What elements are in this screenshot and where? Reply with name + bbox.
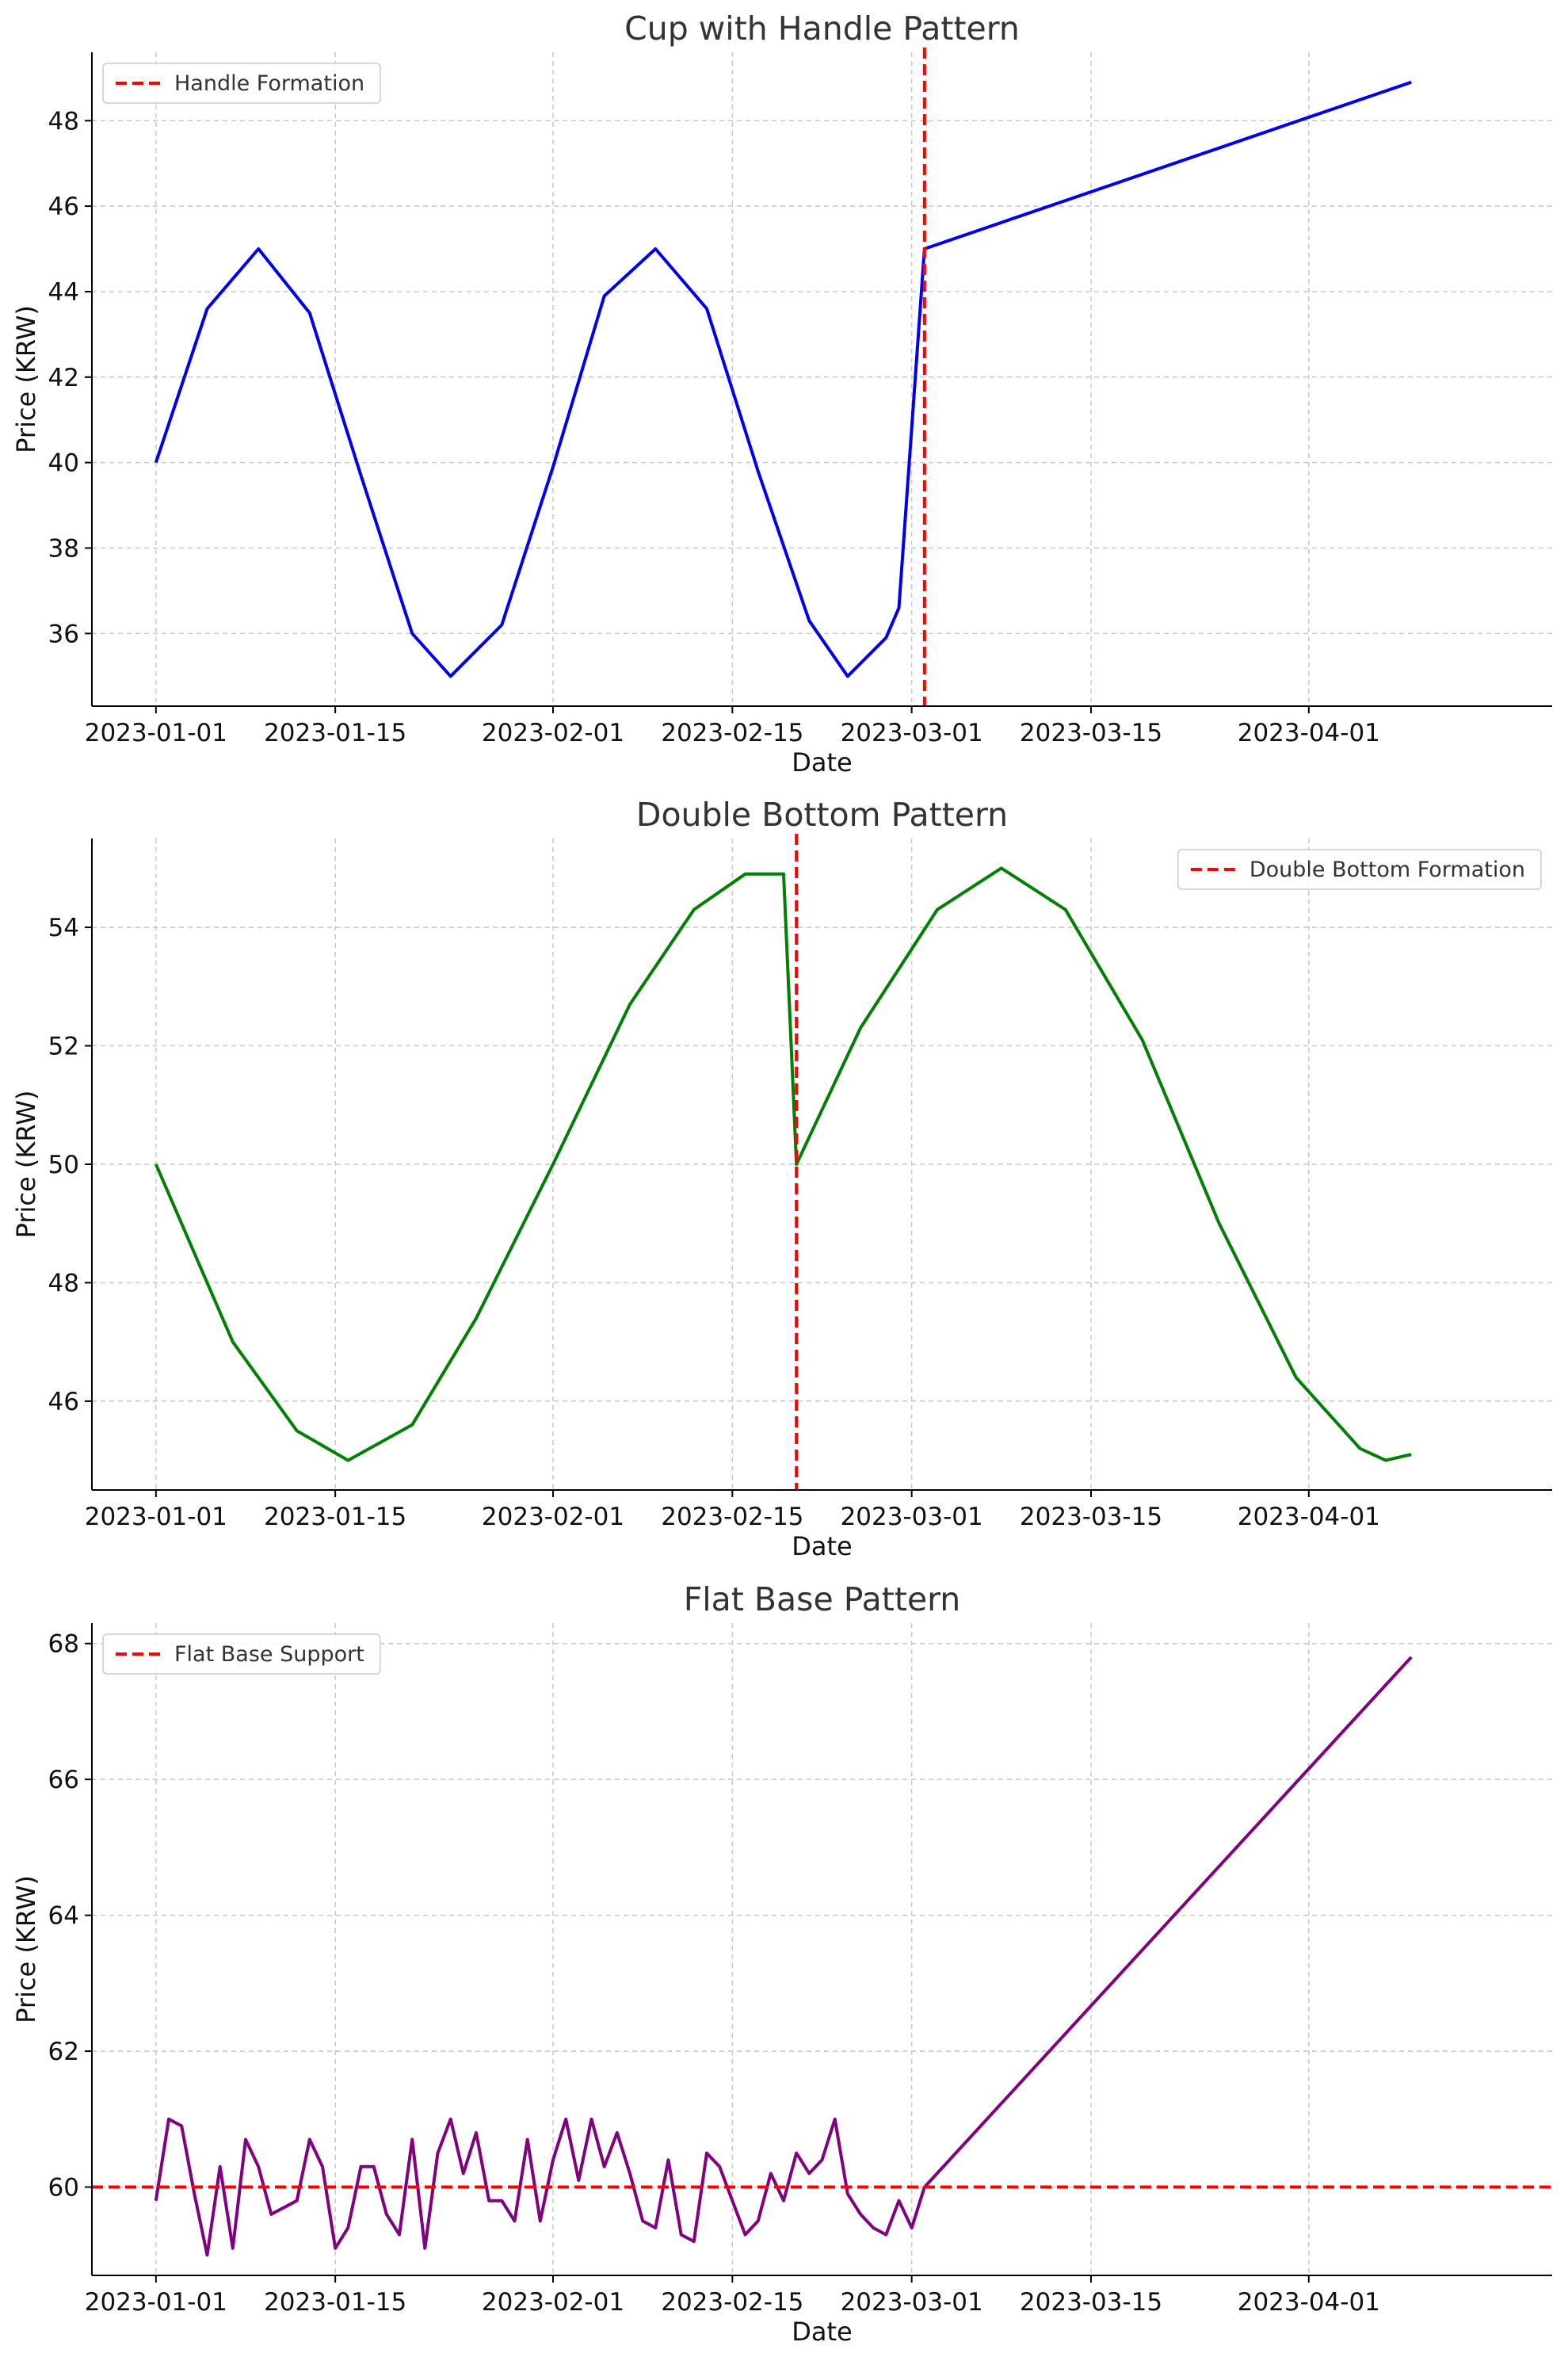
legend: Double Bottom Formation <box>1177 849 1542 890</box>
x-tick-label: 2023-01-01 <box>85 719 227 747</box>
y-tick-label: 50 <box>48 1151 79 1179</box>
legend-box <box>1177 849 1542 890</box>
y-tick-label: 48 <box>48 1269 79 1297</box>
y-axis-label: Price (KRW) <box>11 1875 41 2023</box>
y-tick-label: 46 <box>48 193 79 221</box>
x-tick-label: 2023-04-01 <box>1238 719 1380 747</box>
y-tick-label: 44 <box>48 278 79 307</box>
chart-title: Cup with Handle Pattern <box>624 10 1020 48</box>
x-tick-label: 2023-03-01 <box>841 719 983 747</box>
grid-lines <box>92 1623 1552 2275</box>
x-tick-label: 2023-01-01 <box>85 2288 227 2317</box>
cup-with-handle-chart: Cup with Handle Pattern Date Price (KRW)… <box>11 10 1552 777</box>
price-series-line <box>154 1656 1413 2257</box>
x-axis-label: Date <box>792 2317 852 2347</box>
x-tick-label: 2023-01-15 <box>264 2288 406 2317</box>
legend-label: Handle Formation <box>174 71 364 96</box>
legend-label: Double Bottom Formation <box>1249 858 1525 882</box>
y-tick-label: 46 <box>48 1388 79 1416</box>
x-tick-label: 2023-01-01 <box>85 1503 227 1531</box>
x-tick-label: 2023-04-01 <box>1238 2288 1380 2317</box>
y-tick-label: 38 <box>48 534 79 563</box>
x-tick-label: 2023-02-15 <box>661 1503 803 1531</box>
flat-base-chart: Flat Base Pattern Date Price (KRW) 2023-… <box>11 1580 1552 2347</box>
x-tick-label: 2023-03-01 <box>841 2288 983 2317</box>
y-tick-label: 62 <box>48 2038 79 2066</box>
x-tick-label: 2023-01-15 <box>264 1503 406 1531</box>
chart-title: Flat Base Pattern <box>684 1580 961 1618</box>
y-tick-label: 68 <box>48 1630 79 1659</box>
price-series-line <box>154 80 1412 678</box>
grid-lines <box>92 839 1552 1490</box>
legend: Handle Formation <box>102 63 381 104</box>
y-tick-label: 66 <box>48 1766 79 1794</box>
grid-lines <box>92 52 1552 706</box>
y-tick-label: 36 <box>48 620 79 648</box>
x-tick-label: 2023-02-15 <box>661 719 803 747</box>
x-tick-label: 2023-03-01 <box>841 1503 983 1531</box>
legend-label: Flat Base Support <box>174 1642 364 1667</box>
y-tick-label: 52 <box>48 1033 79 1061</box>
price-series-line <box>154 866 1412 1462</box>
legend: Flat Base Support <box>102 1633 381 1675</box>
x-tick-label: 2023-02-15 <box>661 2288 803 2317</box>
legend-box <box>102 63 381 104</box>
chart-title: Double Bottom Pattern <box>636 796 1008 834</box>
y-axis-label: Price (KRW) <box>11 305 41 453</box>
x-axis-label: Date <box>792 1531 852 1561</box>
y-axis-label: Price (KRW) <box>11 1091 41 1239</box>
x-tick-label: 2023-04-01 <box>1238 1503 1380 1531</box>
x-tick-label: 2023-01-15 <box>264 719 406 747</box>
x-tick-label: 2023-02-01 <box>482 1503 624 1531</box>
x-tick-label: 2023-03-15 <box>1020 1503 1162 1531</box>
x-tick-label: 2023-03-15 <box>1020 719 1162 747</box>
x-axis-label: Date <box>792 747 852 777</box>
y-tick-label: 42 <box>48 364 79 392</box>
legend-box <box>102 1633 381 1675</box>
x-tick-label: 2023-02-01 <box>482 2288 624 2317</box>
y-tick-label: 40 <box>48 449 79 478</box>
y-tick-label: 48 <box>48 107 79 136</box>
x-tick-label: 2023-02-01 <box>482 719 624 747</box>
y-tick-label: 60 <box>48 2174 79 2202</box>
x-tick-label: 2023-03-15 <box>1020 2288 1162 2317</box>
y-tick-label: 64 <box>48 1902 79 1931</box>
y-tick-label: 54 <box>48 914 79 942</box>
double-bottom-chart: Double Bottom Pattern Date Price (KRW) 2… <box>11 796 1552 1561</box>
